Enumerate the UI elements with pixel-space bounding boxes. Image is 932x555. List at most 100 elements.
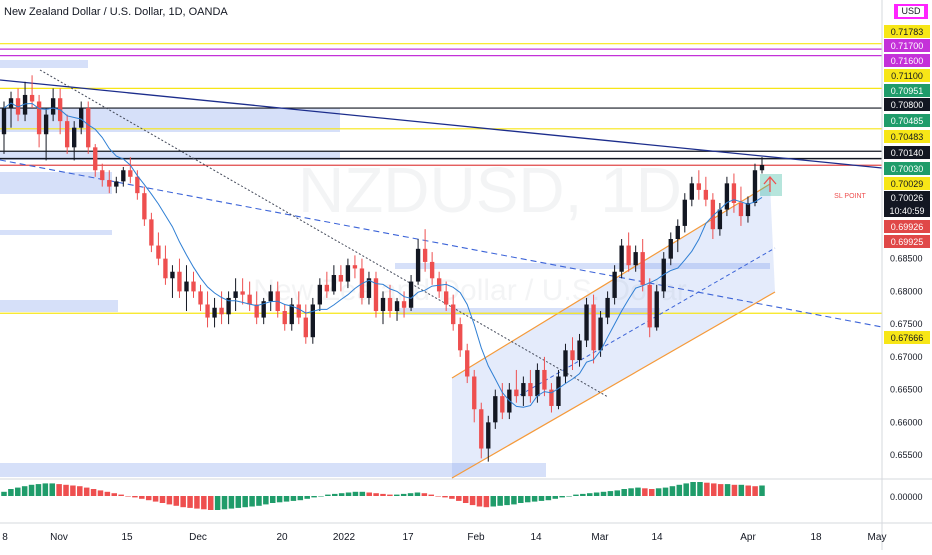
oscillator-bar [676,484,683,496]
candle [198,284,203,312]
candle-body [198,291,203,305]
oscillator-bar [738,484,745,496]
y-tick-label: 0.65500 [890,450,923,460]
oscillator-bar [173,496,180,506]
oscillator-bar [717,484,724,496]
oscillator-bar [338,493,345,496]
candle-body [43,114,49,135]
candle-body [163,258,168,279]
candle [352,255,358,279]
up-arrow-icon [763,176,777,192]
candle [233,278,238,312]
oscillator-bar [621,489,627,496]
candle-body [282,311,287,325]
candle [514,369,519,403]
oscillator-bar [90,489,97,496]
oscillator-bar [359,491,366,496]
candle-body [135,176,140,194]
price-label-bg [884,130,930,143]
candle-body [605,297,610,318]
watermark-symbol: NZDUSD, 1D [298,154,682,226]
oscillator-bar [669,486,676,496]
candle-body [268,291,273,302]
price-label-bg [884,39,930,52]
candle-body [93,147,98,171]
candle-body [752,170,758,203]
candle-body [703,189,709,200]
oscillator-bar [511,496,517,505]
candle [549,383,554,413]
oscillator-bar [125,496,131,497]
candle [598,311,603,357]
oscillator-bar [21,486,28,496]
candle [205,291,210,328]
sl-point-label: SL POINT [834,193,866,200]
target-box [760,174,782,196]
candle-body [696,183,702,190]
candle-body [612,271,617,298]
price-label-text: 0.71783 [891,27,924,37]
trendline-main [0,79,883,169]
price-label: 0.70030 [884,162,930,175]
oscillator-bar [476,496,483,507]
candle [577,333,582,367]
candle-body [759,165,765,171]
oscillator-bar [607,491,614,496]
y-tick-label: 0.66000 [890,417,923,427]
candle [177,258,182,298]
oscillator-bar [697,482,703,496]
oscillator-bar [462,496,469,503]
candle [268,284,273,312]
oscillator-bar [201,496,207,510]
x-tick-label: Dec [189,532,207,543]
oscillator-bar [256,496,262,506]
oscillator-bar [159,496,166,503]
price-label-bg [884,177,930,190]
oscillator-bar [490,496,497,507]
oscillator-bar [586,493,593,496]
y-tick-label: 0.66500 [890,385,923,395]
candle [451,294,456,331]
candle [1,101,7,154]
oscillator-bar [614,490,621,496]
candle [247,281,252,312]
price-label-bg [884,235,930,248]
currency-badge-text: USD [901,6,921,16]
candle [93,144,98,177]
moving-average-line [3,102,763,408]
candle-body [654,291,659,328]
oscillator-bar [15,487,21,496]
candle-body [689,183,694,200]
oscillator-bar [35,484,42,496]
candle-body [570,350,575,361]
price-label: 0.69925 [884,235,930,248]
oscillator-bar [545,496,552,501]
candle [689,176,694,207]
candle [296,291,301,325]
oscillator-bar [97,490,104,496]
oscillator-bar [655,488,662,496]
oscillator-bar [428,494,434,496]
candle-body [563,350,568,377]
oscillator-bar [345,492,352,496]
candle-body [156,245,161,259]
candle [563,343,568,384]
price-label-text: 0.70483 [891,132,924,142]
price-label-text: 0.70951 [891,86,924,96]
oscillator-bar [166,496,173,505]
candle-body [338,275,344,282]
candle-body [493,396,498,423]
oscillator-bar [414,492,421,496]
oscillator-bar [263,496,269,505]
candle [50,88,56,122]
oscillator-bar [297,496,304,501]
candle-body [303,317,308,338]
candle [752,163,758,207]
candle [500,383,505,420]
candle [717,202,723,236]
price-label-text: 0.70029 [891,179,924,189]
oscillator-bar [394,494,400,496]
candle-body [36,101,42,135]
candle [443,281,449,312]
